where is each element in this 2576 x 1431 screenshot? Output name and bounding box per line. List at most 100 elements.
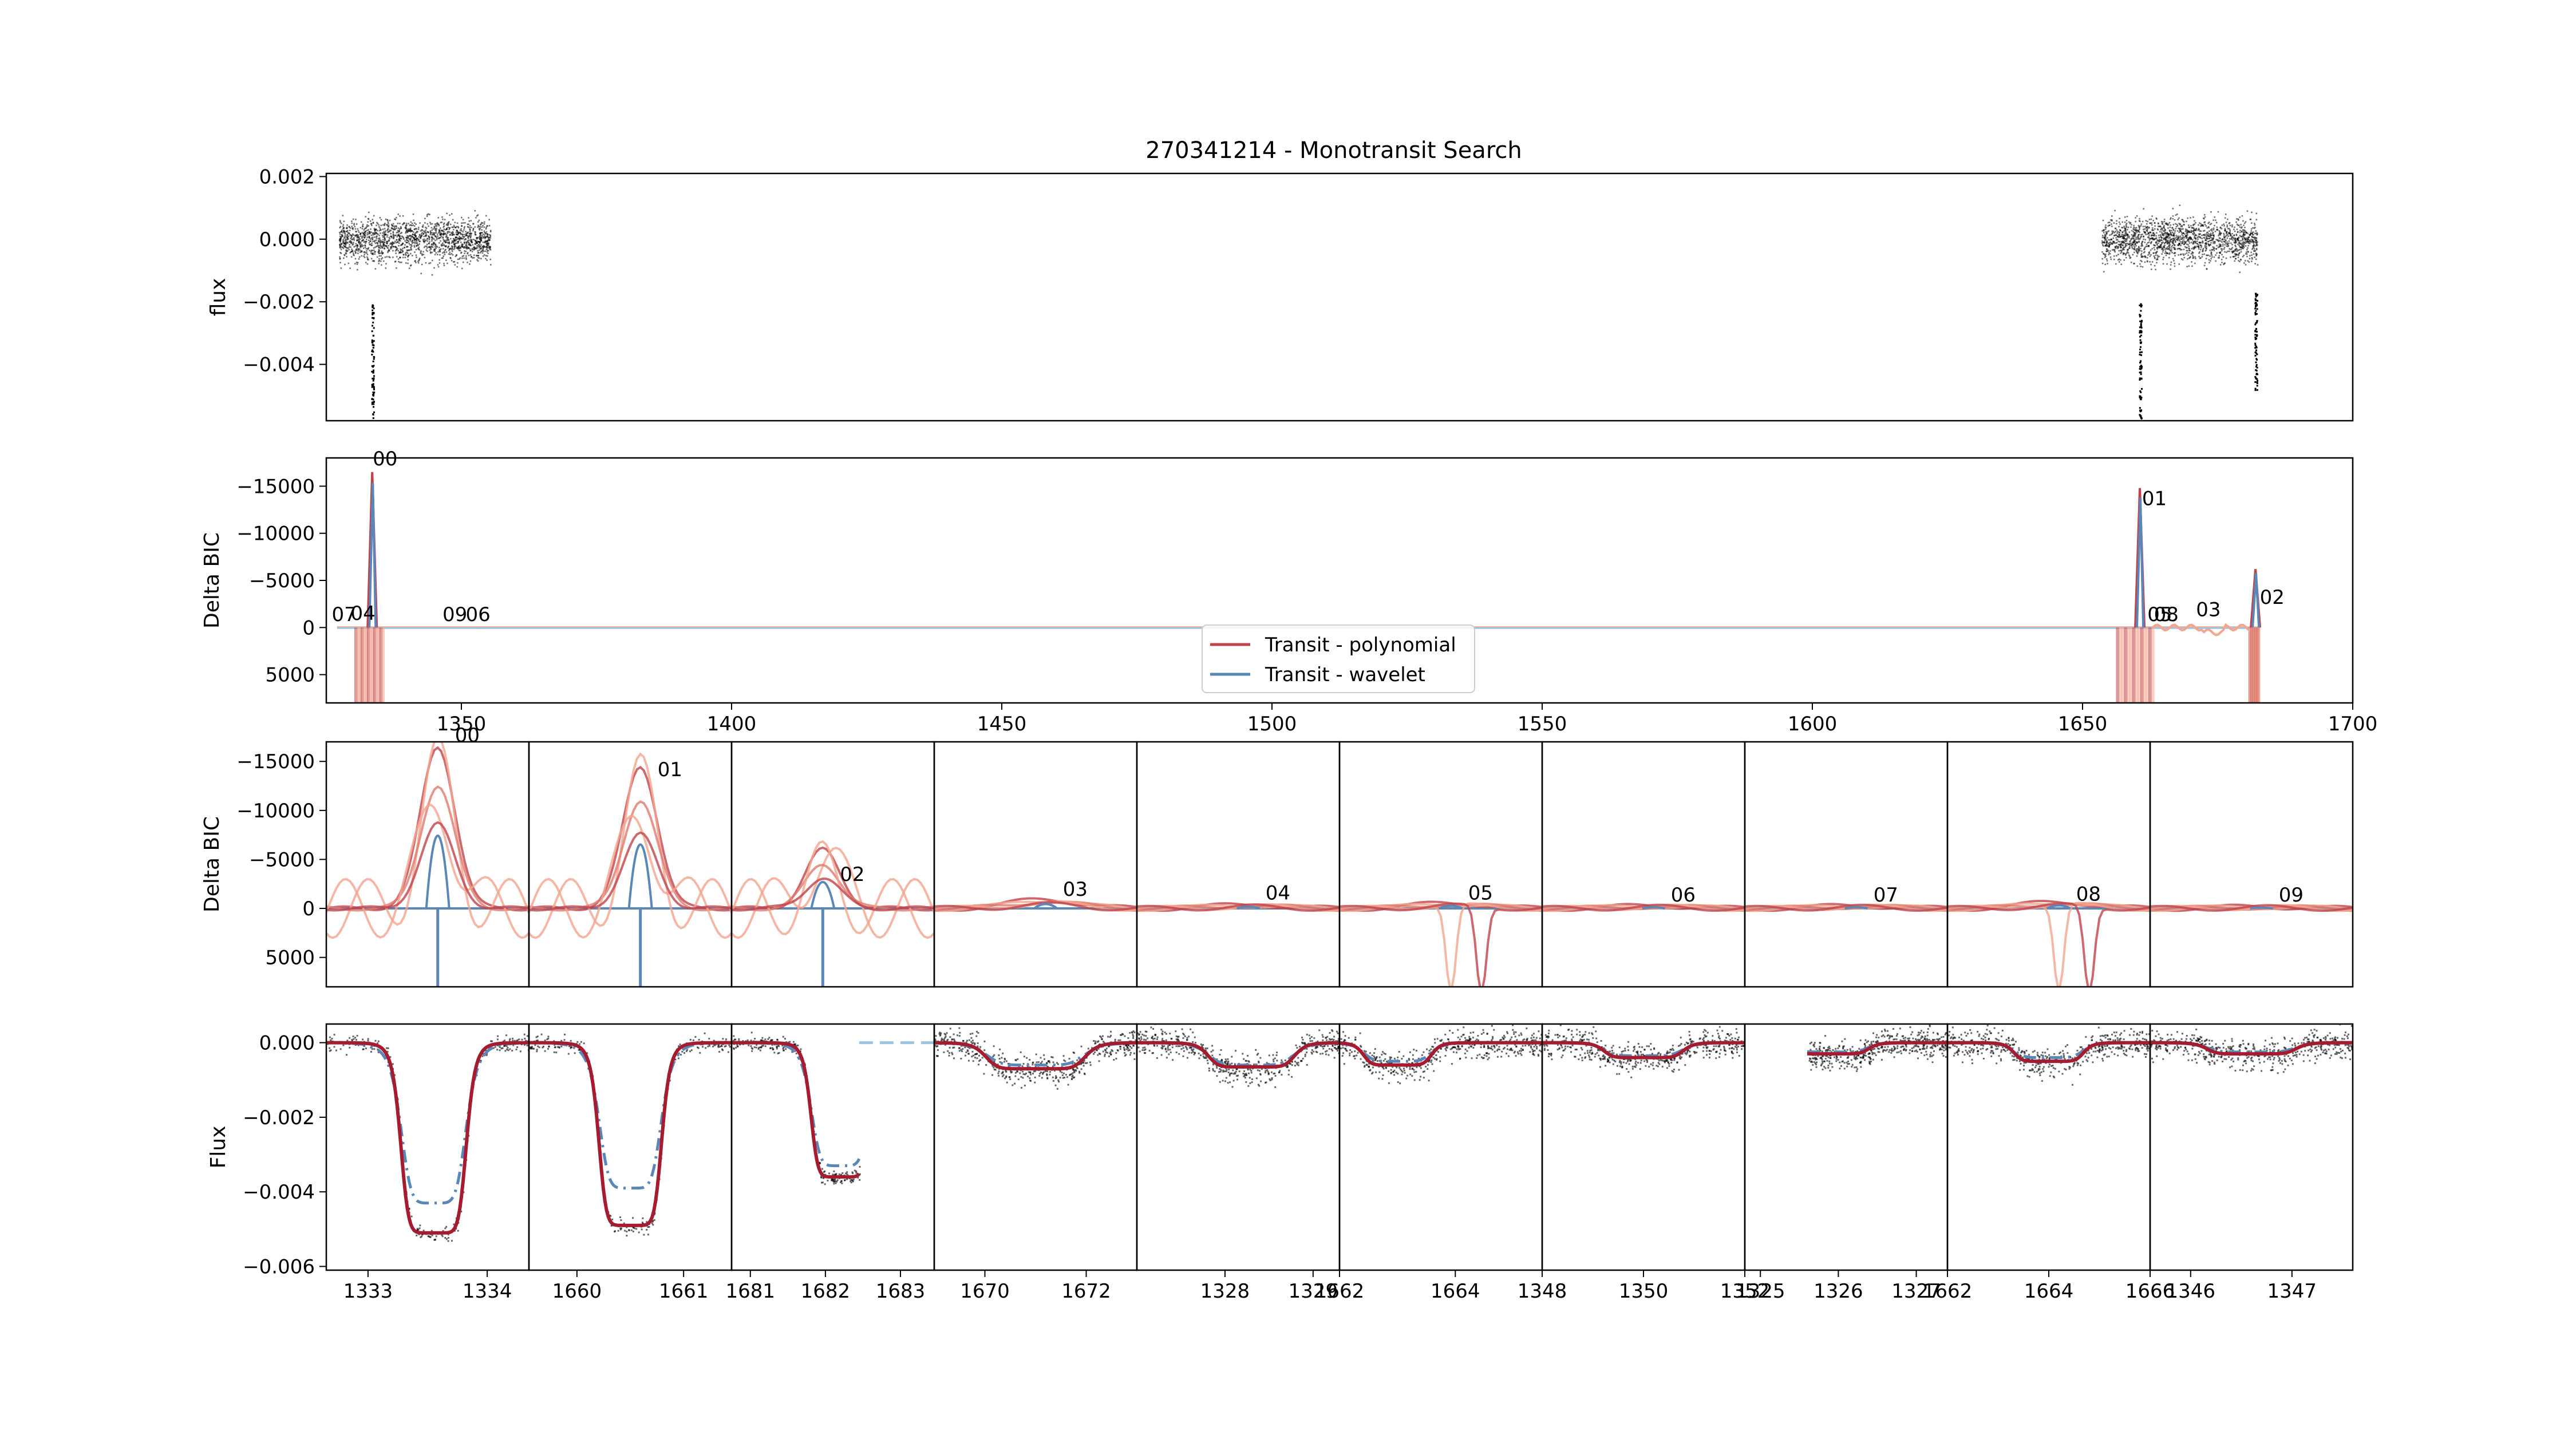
wave-peak bbox=[1439, 904, 1463, 910]
flux-point bbox=[2144, 228, 2146, 230]
flux-point bbox=[821, 1181, 824, 1184]
flux-point bbox=[2219, 240, 2222, 242]
flux-point bbox=[1129, 1051, 1132, 1054]
flux-point bbox=[2163, 233, 2165, 235]
flux-point bbox=[373, 240, 376, 243]
flux-point bbox=[2120, 243, 2122, 244]
flux-point bbox=[2110, 234, 2112, 235]
flux-point bbox=[2213, 256, 2215, 258]
flux-point bbox=[2219, 234, 2222, 236]
flux-point bbox=[452, 254, 454, 256]
flux-point bbox=[795, 1045, 797, 1047]
flux-point bbox=[2113, 222, 2115, 224]
flux-point bbox=[2158, 240, 2160, 242]
dip-point bbox=[2140, 377, 2143, 380]
flux-point bbox=[2235, 248, 2237, 250]
flux-point bbox=[386, 245, 388, 247]
flux-point bbox=[351, 235, 353, 238]
flux-point bbox=[2125, 219, 2128, 222]
wavelet-model bbox=[732, 1041, 861, 1168]
flux-point bbox=[2253, 241, 2255, 243]
flux-point bbox=[576, 1041, 579, 1043]
y-tick-label: −5000 bbox=[249, 848, 315, 871]
flux-point bbox=[395, 252, 397, 254]
flux-point bbox=[2254, 263, 2256, 264]
dip-point bbox=[2254, 375, 2257, 378]
flux-point bbox=[2121, 249, 2123, 251]
flux-point bbox=[2105, 231, 2107, 233]
flux-point bbox=[2244, 260, 2246, 262]
flux-point bbox=[721, 1048, 724, 1050]
flux-point bbox=[2106, 245, 2108, 247]
flux-point bbox=[476, 247, 478, 248]
flux-point bbox=[485, 227, 487, 228]
flux-point bbox=[725, 1038, 727, 1041]
flux-point bbox=[371, 244, 373, 246]
flux-point bbox=[1133, 1031, 1136, 1034]
flux-point bbox=[465, 250, 467, 252]
polynomial-model bbox=[326, 1041, 529, 1235]
flux-point bbox=[1032, 1064, 1034, 1066]
flux-point bbox=[448, 250, 450, 251]
flux-point bbox=[408, 237, 410, 239]
flux-point bbox=[414, 251, 416, 253]
flux-point bbox=[389, 229, 391, 231]
flux-point bbox=[477, 246, 479, 247]
flux-point bbox=[469, 227, 471, 229]
panel-label-group: 00 bbox=[455, 724, 480, 747]
flux-point bbox=[2223, 225, 2225, 227]
flux-point bbox=[453, 243, 456, 246]
flux-point bbox=[2136, 230, 2138, 232]
flux-point bbox=[1110, 1030, 1112, 1033]
flux-point bbox=[2116, 245, 2117, 247]
flux-point bbox=[396, 236, 398, 238]
flux-point bbox=[1035, 1053, 1037, 1056]
flux-point bbox=[2174, 255, 2176, 257]
flux-point bbox=[489, 246, 491, 248]
flux-point bbox=[451, 245, 453, 247]
flux-point bbox=[2161, 229, 2163, 231]
flux-point bbox=[2225, 214, 2227, 215]
flux-point bbox=[368, 229, 369, 231]
peak-annotation-07: 07 bbox=[331, 603, 356, 626]
dip-point bbox=[372, 351, 374, 353]
flux-point bbox=[2202, 254, 2203, 255]
dip-point bbox=[2139, 351, 2141, 354]
wave-peak bbox=[2250, 906, 2274, 910]
flux-point bbox=[2106, 248, 2108, 251]
flux-point bbox=[339, 1048, 342, 1050]
flux-point bbox=[2110, 258, 2112, 260]
flux-point bbox=[460, 228, 462, 230]
flux-point bbox=[835, 1180, 837, 1183]
flux-point bbox=[846, 1173, 848, 1175]
dip-point bbox=[2254, 347, 2257, 349]
flux-point bbox=[374, 242, 377, 244]
flux-point bbox=[435, 223, 437, 225]
flux-point bbox=[429, 251, 432, 253]
flux-point bbox=[408, 243, 410, 244]
flux-point bbox=[647, 1234, 649, 1236]
flux-point bbox=[467, 237, 469, 239]
flux-point bbox=[355, 249, 358, 251]
flux-point bbox=[507, 1049, 509, 1051]
flux-point bbox=[2107, 250, 2109, 252]
flux-point bbox=[428, 246, 430, 248]
flux-point bbox=[475, 243, 476, 246]
flux-point bbox=[451, 249, 453, 251]
flux-point bbox=[1127, 1049, 1129, 1051]
flux-point bbox=[2206, 232, 2208, 234]
flux-point bbox=[2141, 260, 2143, 263]
flux-point bbox=[2127, 236, 2129, 238]
flux-point bbox=[468, 241, 470, 243]
flux-point bbox=[2235, 248, 2238, 250]
flux-point bbox=[2125, 244, 2128, 247]
flux-point bbox=[651, 1222, 653, 1224]
flux-point bbox=[461, 216, 463, 219]
flux-point bbox=[2142, 245, 2143, 247]
flux-point bbox=[355, 219, 357, 220]
flux-point bbox=[2174, 244, 2176, 246]
flux-point bbox=[443, 228, 445, 230]
flux-point bbox=[410, 246, 412, 248]
flux-point bbox=[469, 248, 471, 250]
